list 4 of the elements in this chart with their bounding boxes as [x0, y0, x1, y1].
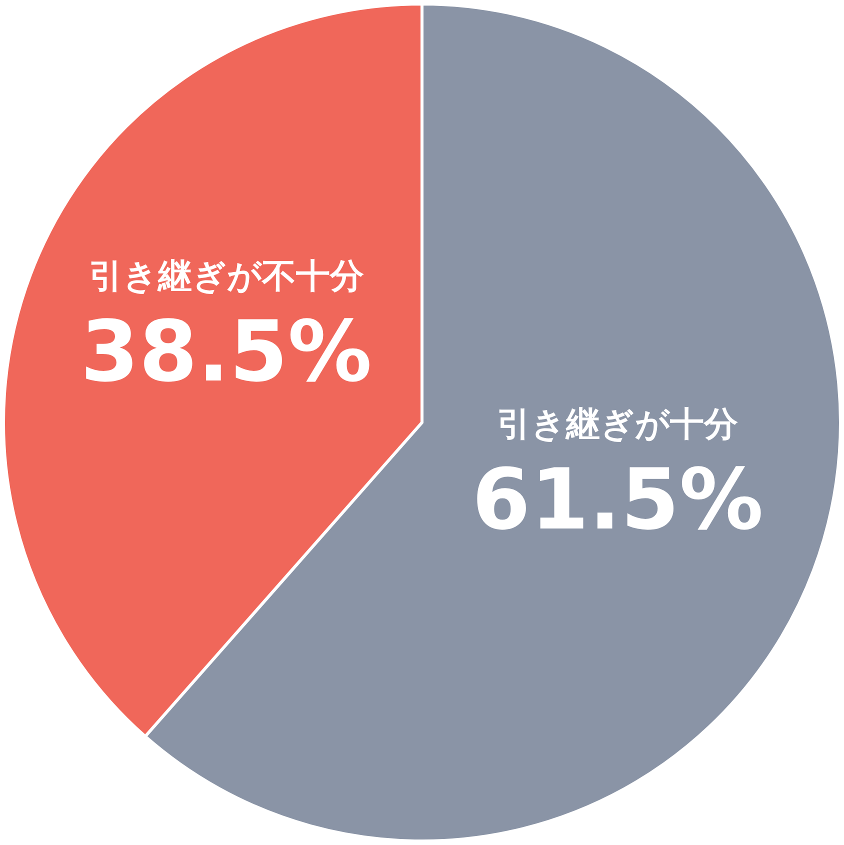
slice-label: 引き継ぎが不十分 [88, 256, 364, 296]
data-label: 38.5% [80, 302, 372, 400]
slice-label: 引き継ぎが十分 [497, 404, 738, 444]
data-label: 61.5% [472, 450, 764, 548]
